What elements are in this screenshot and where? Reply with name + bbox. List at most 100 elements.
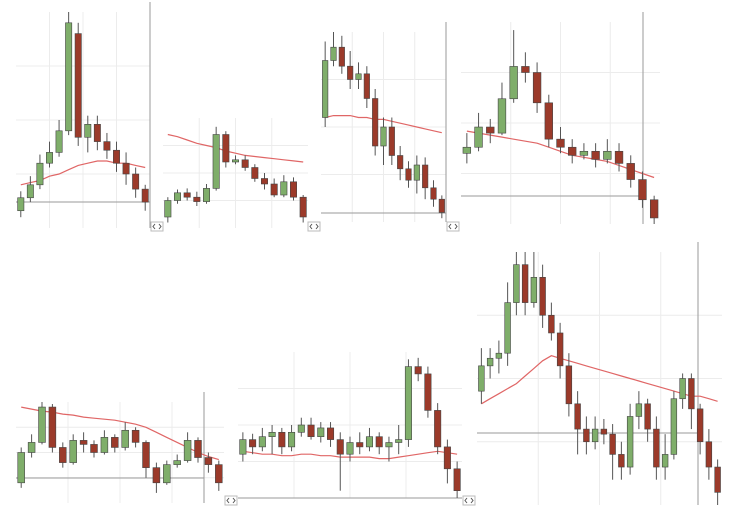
candle-body bbox=[330, 46, 337, 61]
candle-body bbox=[486, 357, 494, 367]
candlestick-chart bbox=[238, 352, 462, 499]
candle-body bbox=[385, 442, 393, 448]
candle-body bbox=[355, 73, 362, 80]
candle-body bbox=[299, 196, 307, 218]
moving-average-line bbox=[481, 355, 718, 405]
candle-body bbox=[258, 436, 266, 448]
candle-body bbox=[59, 447, 67, 463]
candle-body bbox=[336, 439, 344, 455]
candle-body bbox=[670, 398, 678, 455]
candle-body bbox=[142, 442, 150, 468]
candle-body bbox=[173, 460, 181, 465]
candle-body bbox=[443, 446, 451, 470]
candlestick-chart bbox=[477, 242, 722, 505]
candle-body bbox=[338, 46, 345, 67]
candle-body bbox=[84, 124, 92, 138]
candle-body bbox=[261, 178, 268, 185]
candle-body bbox=[132, 173, 140, 190]
candle-body bbox=[79, 440, 88, 445]
candle-body bbox=[278, 431, 286, 448]
candle-body bbox=[380, 126, 387, 147]
candle-body bbox=[404, 366, 412, 440]
candle-body bbox=[27, 442, 36, 453]
candle-body bbox=[280, 181, 288, 196]
candle-body bbox=[55, 130, 63, 153]
candle-body bbox=[424, 373, 432, 411]
candle-body bbox=[495, 352, 503, 359]
candle-body bbox=[413, 164, 420, 181]
candle-body bbox=[36, 162, 44, 186]
candle-body bbox=[103, 141, 111, 151]
candle-body bbox=[530, 276, 538, 303]
candle-body bbox=[26, 184, 34, 199]
candle-body bbox=[579, 150, 589, 156]
candle-body bbox=[297, 424, 305, 433]
candle-body bbox=[122, 162, 130, 175]
candle-body bbox=[100, 437, 109, 453]
candle-body bbox=[249, 439, 257, 448]
candle-body bbox=[521, 264, 529, 303]
candle-body bbox=[48, 406, 57, 448]
candle-body bbox=[317, 427, 325, 437]
candle-body bbox=[241, 159, 249, 168]
candle-body bbox=[347, 65, 354, 80]
candle-body bbox=[556, 138, 565, 148]
candle-body bbox=[397, 155, 404, 170]
candle-body bbox=[194, 440, 202, 458]
candle-body bbox=[93, 124, 101, 142]
candle-body bbox=[251, 167, 259, 179]
candle-body bbox=[164, 200, 172, 218]
candle-body bbox=[17, 452, 25, 484]
candle-body bbox=[521, 66, 530, 73]
candle-body bbox=[583, 428, 590, 443]
candle-body bbox=[212, 134, 220, 189]
candle-body bbox=[504, 302, 511, 354]
candle-body bbox=[438, 198, 445, 213]
candle-body bbox=[544, 102, 553, 140]
candle-body bbox=[46, 152, 53, 164]
candle-body bbox=[626, 416, 634, 468]
candle-body bbox=[121, 429, 129, 448]
candle-body bbox=[356, 442, 364, 448]
candle-body bbox=[556, 332, 564, 367]
candle-body bbox=[365, 436, 373, 448]
candle-body bbox=[603, 150, 612, 160]
candle-body bbox=[327, 427, 335, 440]
candle-body bbox=[372, 98, 379, 147]
candle-body bbox=[591, 150, 600, 160]
candlestick-chart bbox=[163, 118, 308, 228]
candle-body bbox=[65, 22, 73, 132]
candle-body bbox=[574, 403, 581, 430]
candle-body bbox=[290, 181, 297, 198]
candle-body bbox=[163, 464, 171, 484]
candle-body bbox=[38, 406, 46, 443]
candle-body bbox=[322, 60, 329, 118]
candle-body bbox=[509, 66, 518, 100]
candlestick-chart bbox=[16, 2, 151, 228]
candle-body bbox=[141, 188, 149, 203]
candle-body bbox=[513, 264, 520, 303]
candle-body bbox=[497, 98, 507, 134]
candle-body bbox=[462, 146, 472, 154]
candle-body bbox=[688, 378, 695, 410]
scroll-icons bbox=[150, 221, 476, 506]
candle-body bbox=[609, 433, 616, 455]
candle-body bbox=[679, 378, 686, 400]
candle-body bbox=[204, 457, 213, 465]
candle-body bbox=[638, 179, 647, 201]
candle-body bbox=[644, 403, 651, 430]
candle-body bbox=[17, 197, 25, 212]
candle-body bbox=[375, 436, 383, 448]
candle-body bbox=[69, 440, 77, 463]
candle-body bbox=[635, 403, 643, 417]
candle-body bbox=[288, 431, 296, 448]
candle-body bbox=[434, 410, 442, 448]
candle-body bbox=[422, 164, 429, 189]
candle-body bbox=[203, 188, 210, 202]
candle-body bbox=[395, 439, 403, 443]
candle-body bbox=[405, 168, 412, 181]
candle-body bbox=[414, 366, 422, 375]
candle-body bbox=[486, 126, 495, 134]
candle-body bbox=[705, 441, 713, 468]
